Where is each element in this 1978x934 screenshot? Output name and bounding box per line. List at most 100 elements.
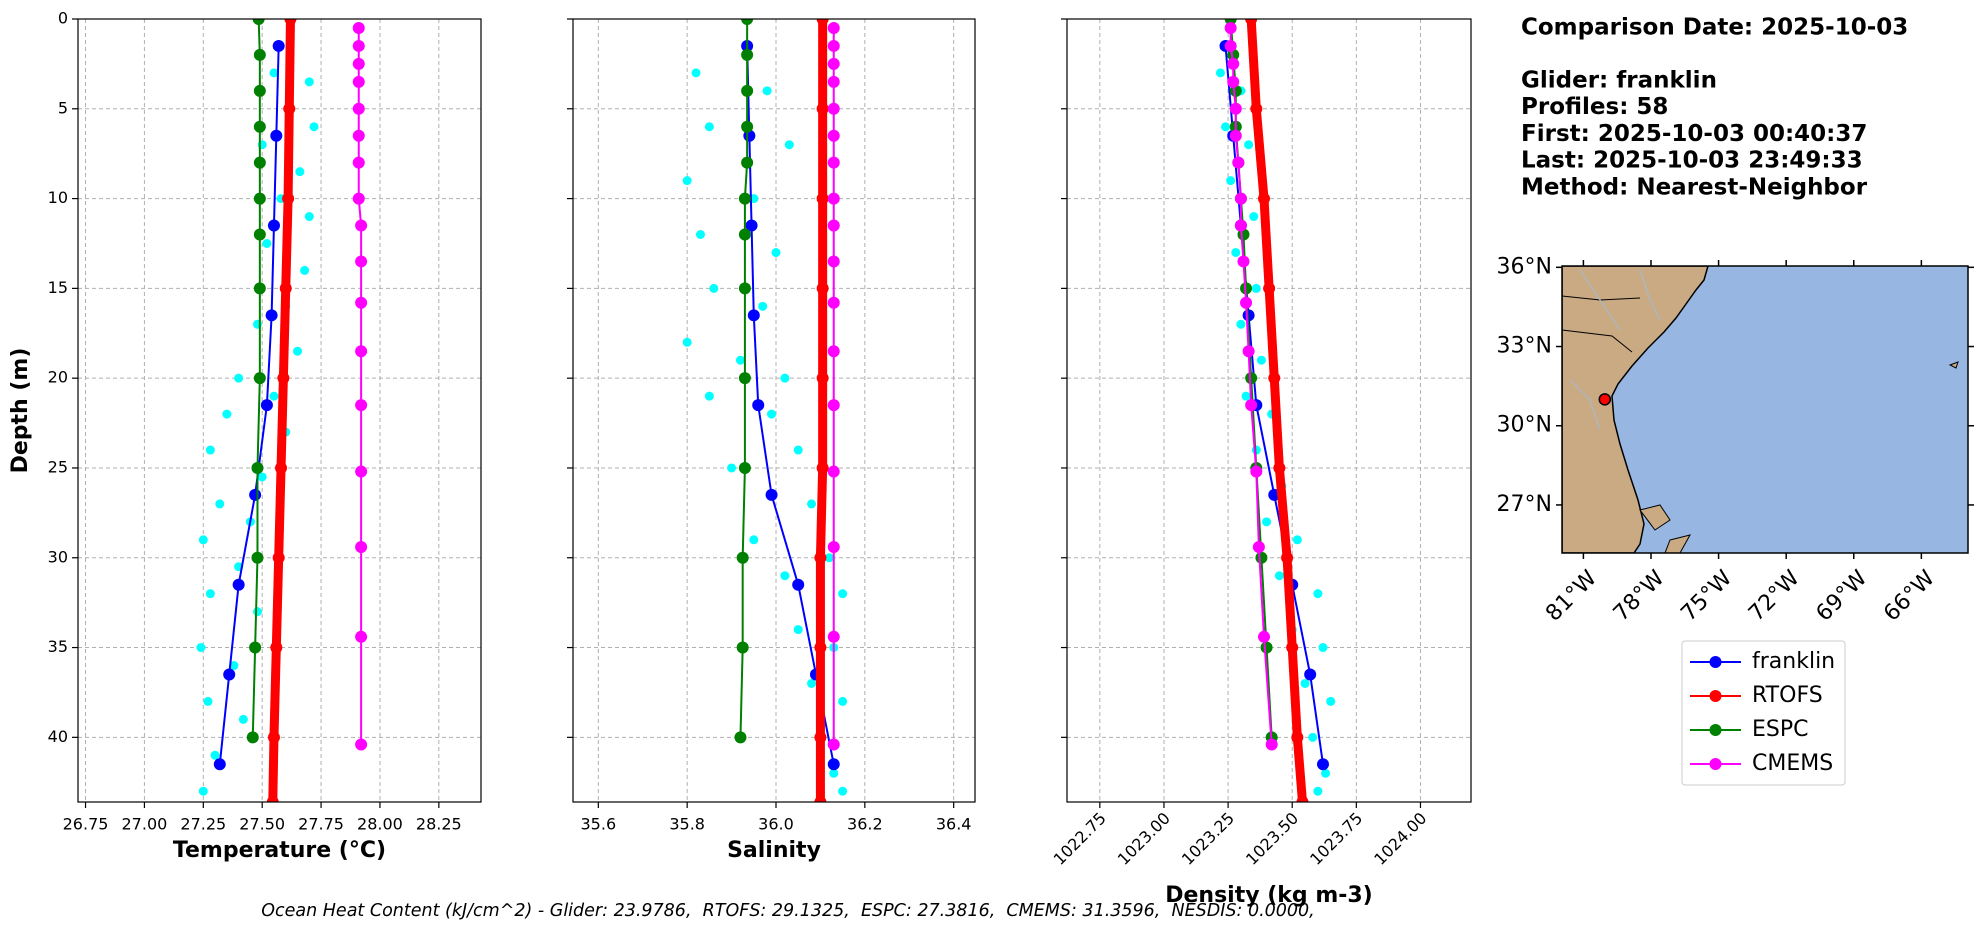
x-axis-label: Salinity [727,838,821,863]
scatter-point [1318,643,1328,653]
scatter-point [793,445,803,455]
scatter-point [269,391,279,401]
profile-marker [352,75,365,88]
footer: Ocean Heat Content (kJ/cm^2) - Glider: 2… [261,901,1315,921]
map-x-tick-label: 72°W [1744,566,1805,627]
profile-marker [1234,192,1247,205]
x-tick-label: 27.00 [122,815,168,834]
scatter-point [767,409,777,419]
legend-marker [1709,690,1722,702]
profile-marker [814,731,827,744]
scatter-point [1321,768,1331,778]
info-line: Profiles: 58 [1521,94,1668,120]
scatter-point [269,68,279,78]
y-tick-label: 25 [48,457,68,476]
profile-marker [814,796,827,802]
x-axis-label: Temperature (°C) [173,838,386,863]
scatter-point [780,571,790,581]
scatter-point [758,301,768,311]
scatter-point [203,696,213,706]
profile-marker [741,156,754,169]
profile-marker [1281,551,1294,564]
scatter-point [205,589,215,599]
profile-marker [827,296,840,309]
profile-marker [1242,345,1255,358]
profile-marker [738,192,751,205]
profile-marker [352,21,365,34]
scatter-point [1256,355,1266,365]
x-axis-label: Density (kg m-3) [1165,883,1373,908]
profile-marker [1257,630,1270,643]
info-line: Glider: franklin [1521,68,1717,94]
profile-marker [736,641,749,654]
scatter-point [304,77,314,87]
map-x-tick-label: 81°W [1541,566,1602,627]
map-y-tick-label: 30°N [1497,413,1552,438]
scatter-point [210,750,220,760]
scatter-point [252,607,262,617]
scatter-point [1274,571,1284,581]
x-tick-label: 1023.00 [1114,809,1174,869]
plot-area [682,19,848,802]
profile-line [268,19,295,802]
profile-marker [1250,102,1263,115]
y-axis-label: Depth (m) [8,348,33,474]
profile-marker [1252,540,1265,553]
scatter-point [309,122,319,132]
scatter-point [771,247,781,257]
y-tick-label: 15 [48,278,68,297]
profile-marker [352,39,365,52]
x-tick-label: 27.50 [239,815,285,834]
profile-marker [827,57,840,70]
profile-marker [355,345,368,358]
profile-marker [816,19,829,25]
profile-marker [1227,75,1240,88]
x-tick-label: 35.8 [669,815,705,834]
profile-marker [352,102,365,115]
profile-marker [272,551,285,564]
scatter-point [295,167,305,177]
profile-marker [827,630,840,643]
profile-marker [232,578,245,591]
x-tick-label: 1023.25 [1178,809,1238,869]
profile-marker [253,192,266,205]
profile-marker [1304,668,1317,681]
scatter-point [695,230,705,240]
profile-marker [1227,57,1240,70]
profile-marker [355,399,368,412]
scatter-point [829,768,839,778]
profile-marker [249,488,262,501]
x-tick-label: 28.25 [416,815,462,834]
scatter-point [682,337,692,347]
profile-marker [741,48,754,61]
profile-marker [1255,551,1268,564]
scatter-point [727,463,737,473]
profile-marker [1296,796,1309,802]
scatter-point [709,283,719,293]
scatter-point [807,678,817,688]
profile-marker [741,120,754,133]
profile-marker [752,399,765,412]
legend-marker [1709,724,1722,736]
profile-marker [1232,156,1245,169]
scatter-point [1292,535,1302,545]
profile-marker [738,282,751,295]
x-tick-label: 36.0 [758,815,794,834]
profile-marker [355,630,368,643]
profile-marker [282,192,295,205]
profile-marker [1316,758,1329,771]
profile-marker [1291,731,1304,744]
profile-marker [252,19,265,25]
scatter-point [691,68,701,78]
profile-marker [738,461,751,474]
profile-line [1246,19,1307,802]
profile-marker [827,21,840,34]
plot-area [1215,19,1336,802]
map-x-tick-label: 78°W [1609,566,1670,627]
profile-marker [355,255,368,268]
profile-marker [352,156,365,169]
profile-marker [1273,461,1286,474]
scatter-point [784,140,794,150]
scatter-point [838,696,848,706]
